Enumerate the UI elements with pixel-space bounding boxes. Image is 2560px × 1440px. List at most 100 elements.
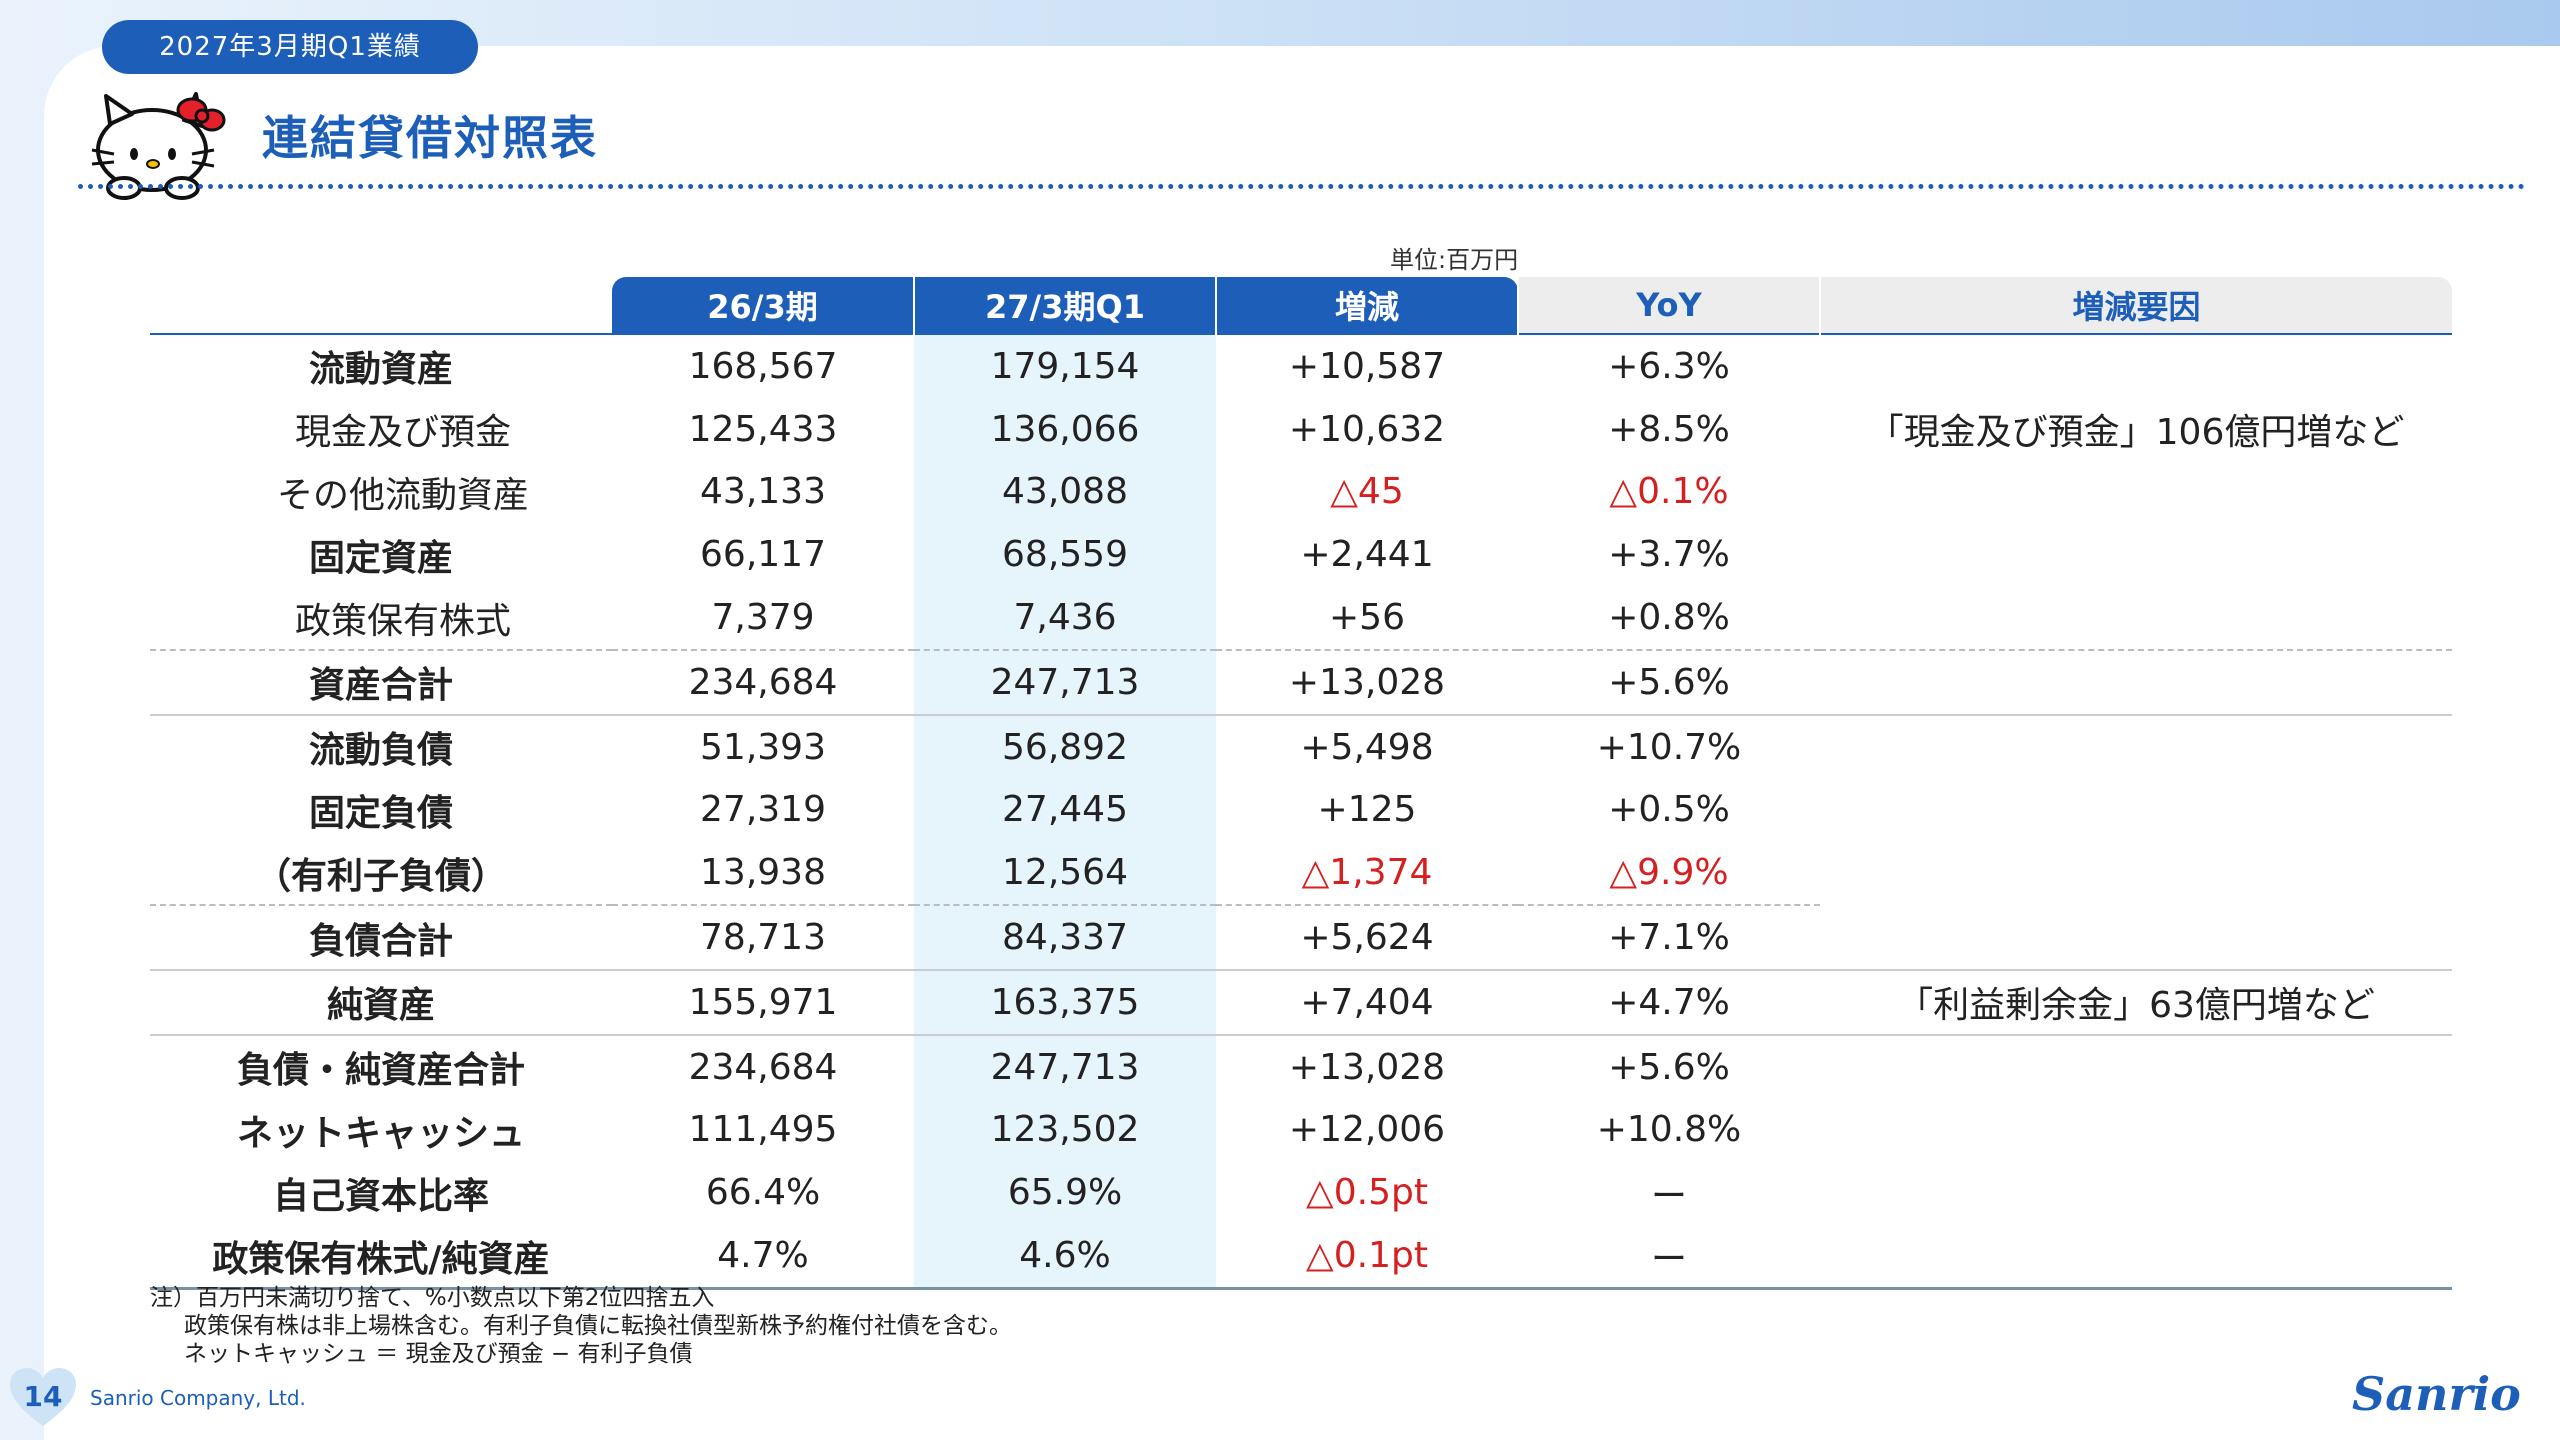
footnote-line: 注）百万円未満切り捨て、%小数点以下第2位四捨五入 <box>150 1285 715 1311</box>
table-row: 流動資産 168,567 179,154 +10,587 +6.3% <box>150 334 2452 398</box>
value-current: 136,066 <box>914 397 1216 461</box>
value-yoy: △0.1% <box>1609 471 1729 513</box>
value-yoy: +4.7% <box>1518 968 1820 1035</box>
value-current: 65.9% <box>914 1161 1216 1225</box>
table-row: 資産合計 234,684 247,713 +13,028 +5.6% <box>150 648 2452 715</box>
col-header-current: 27/3期Q1 <box>913 277 1216 334</box>
value-reason <box>1820 1099 2452 1162</box>
value-current: 68,559 <box>914 523 1216 587</box>
value-yoy: ー <box>1518 1224 1820 1290</box>
value-reason <box>1820 713 2452 779</box>
table-row: その他流動資産 43,133 43,088 △45 △0.1% <box>150 460 2452 524</box>
row-label: 負債合計 <box>150 904 612 970</box>
value-current: 27,445 <box>914 778 1216 842</box>
row-label: 自己資本比率 <box>272 1175 489 1217</box>
hello-kitty-logo-icon <box>91 92 226 200</box>
row-label: 流動資産 <box>308 349 453 391</box>
table-row: 固定負債 27,319 27,445 +125 +0.5% <box>150 778 2452 842</box>
value-current: 4.6% <box>914 1224 1216 1290</box>
value-diff: +125 <box>1317 789 1417 831</box>
company-name: Sanrio Company, Ltd. <box>90 1386 306 1410</box>
value-diff: +5,624 <box>1216 904 1518 970</box>
value-prev: 43,133 <box>700 471 826 513</box>
value-prev: 7,379 <box>711 597 815 639</box>
title-divider <box>78 184 2526 189</box>
value-yoy: +10.8% <box>1596 1109 1742 1151</box>
row-label: 固定負債 <box>308 792 453 834</box>
value-prev: 27,319 <box>700 789 826 831</box>
value-yoy: +10.7% <box>1518 713 1820 779</box>
table-row: ネットキャッシュ 111,495 123,502 +12,006 +10.8% <box>150 1098 2452 1162</box>
table-row: 自己資本比率 66.4% 65.9% △0.5pt ー <box>150 1161 2452 1225</box>
table-row: 固定資産 66,117 68,559 +2,441 +3.7% <box>150 523 2452 587</box>
value-prev: 78,713 <box>612 904 914 970</box>
header-empty-cell <box>150 277 612 334</box>
table-row: （有利子負債） 13,938 12,564 △1,374 △9.9% <box>150 841 2452 906</box>
value-prev: 13,938 <box>700 852 826 894</box>
page-number: 14 <box>23 1380 63 1413</box>
value-reason <box>1820 1224 2452 1290</box>
value-prev: 155,971 <box>612 968 914 1035</box>
row-label: 政策保有株式/純資産 <box>150 1224 612 1290</box>
value-yoy: ー <box>1650 1175 1687 1217</box>
value-current: 56,892 <box>914 713 1216 779</box>
value-diff: △1,374 <box>1301 852 1433 894</box>
value-prev: 66,117 <box>700 534 826 576</box>
row-label: 固定資産 <box>308 537 453 579</box>
row-label: 負債・純資産合計 <box>150 1033 612 1099</box>
footnotes: 注）百万円未満切り捨て、%小数点以下第2位四捨五入 政策保有株は非上場株含む。有… <box>150 1284 1012 1368</box>
value-yoy: +0.5% <box>1608 789 1730 831</box>
col-header-diff: 増減 <box>1215 277 1518 334</box>
value-yoy: +8.5% <box>1608 408 1730 450</box>
value-reason: 「利益剰余金」63億円増など <box>1820 968 2452 1035</box>
value-diff: +5,498 <box>1216 713 1518 779</box>
value-yoy: +0.8% <box>1608 597 1730 639</box>
unit-label: 単位:百万円 <box>1390 246 1519 274</box>
value-reason <box>1820 779 2452 842</box>
value-diff: +10,587 <box>1288 345 1446 387</box>
value-yoy: +6.3% <box>1608 345 1730 387</box>
value-diff: +13,028 <box>1216 1033 1518 1099</box>
value-current: 7,436 <box>914 586 1216 650</box>
value-current: 123,502 <box>914 1098 1216 1162</box>
table-row: 純資産 155,971 163,375 +7,404 +4.7% 「利益剰余金」… <box>150 968 2452 1035</box>
value-prev: 234,684 <box>612 648 914 715</box>
value-prev: 4.7% <box>612 1224 914 1290</box>
row-label: その他流動資産 <box>276 474 529 516</box>
row-label: 資産合計 <box>150 648 612 715</box>
value-prev: 234,684 <box>612 1033 914 1099</box>
value-reason <box>1820 648 2452 715</box>
col-header-prev: 26/3期 <box>612 277 914 334</box>
value-reason <box>1820 841 2452 905</box>
table-row: 負債合計 78,713 84,337 +5,624 +7.1% <box>150 904 2452 970</box>
value-prev: 111,495 <box>688 1109 838 1151</box>
row-label: ネットキャッシュ <box>236 1112 525 1154</box>
value-reason <box>1820 334 2452 398</box>
footnote-line: 政策保有株は非上場株含む。有利子負債に転換社債型新株予約権付社債を含む。 <box>184 1313 1012 1339</box>
value-current: 247,713 <box>914 648 1216 715</box>
heart-icon <box>10 1368 76 1426</box>
value-current: 84,337 <box>914 904 1216 970</box>
value-diff: △0.5pt <box>1306 1172 1428 1214</box>
value-yoy: +5.6% <box>1518 1033 1820 1099</box>
value-diff: +2,441 <box>1300 534 1434 576</box>
value-prev: 66.4% <box>705 1172 821 1214</box>
value-reason <box>1820 523 2452 586</box>
value-prev: 125,433 <box>688 408 838 450</box>
period-badge: 2027年3月期Q1業績 <box>102 20 478 74</box>
value-reason <box>1820 1033 2452 1099</box>
table-row: 負債・純資産合計 234,684 247,713 +13,028 +5.6% <box>150 1033 2452 1099</box>
table-row: 現金及び預金 125,433 136,066 +10,632 +8.5% 「現金… <box>150 397 2452 461</box>
value-diff: +7,404 <box>1216 968 1518 1035</box>
value-diff: △45 <box>1330 471 1404 513</box>
table-row: 政策保有株式/純資産 4.7% 4.6% △0.1pt ー <box>150 1224 2452 1290</box>
value-reason <box>1820 461 2452 524</box>
table-header-row: 26/3期 27/3期Q1 増減 YoY 増減要因 <box>150 277 2452 334</box>
value-diff: +13,028 <box>1216 648 1518 715</box>
sanrio-logo: Sanrio <box>2352 1367 2521 1421</box>
value-current: 43,088 <box>914 460 1216 524</box>
col-header-reason: 増減要因 <box>1819 277 2452 334</box>
value-current: 179,154 <box>914 334 1216 398</box>
value-reason <box>1820 905 2452 970</box>
